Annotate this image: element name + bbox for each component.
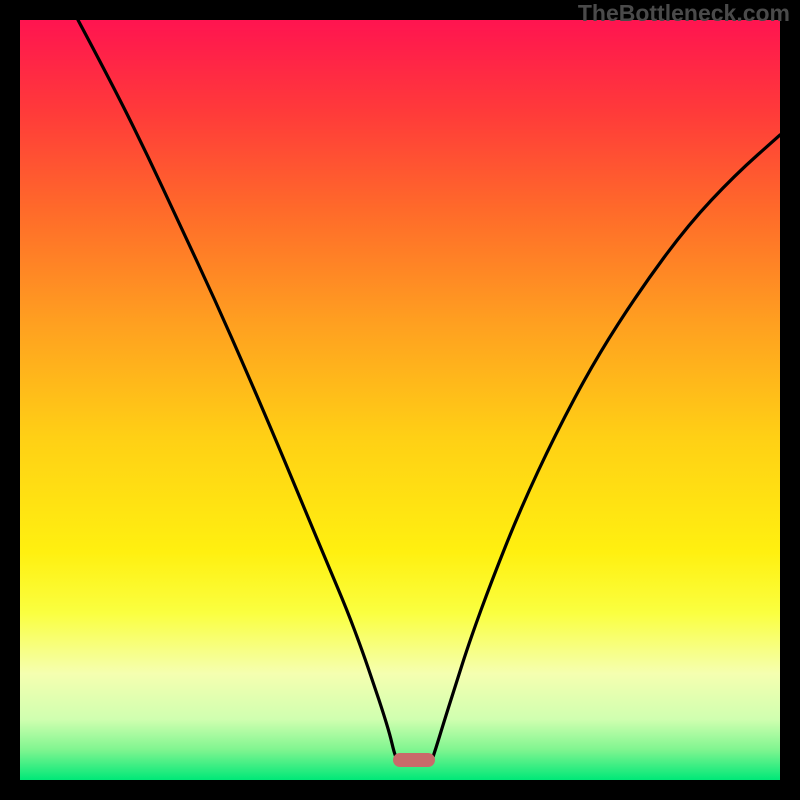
left-curve — [78, 20, 397, 760]
bottleneck-curves — [20, 20, 780, 780]
attribution-text: TheBottleneck.com — [578, 0, 790, 27]
optimal-marker — [393, 753, 435, 767]
right-curve — [432, 135, 780, 760]
plot-area — [20, 20, 780, 780]
